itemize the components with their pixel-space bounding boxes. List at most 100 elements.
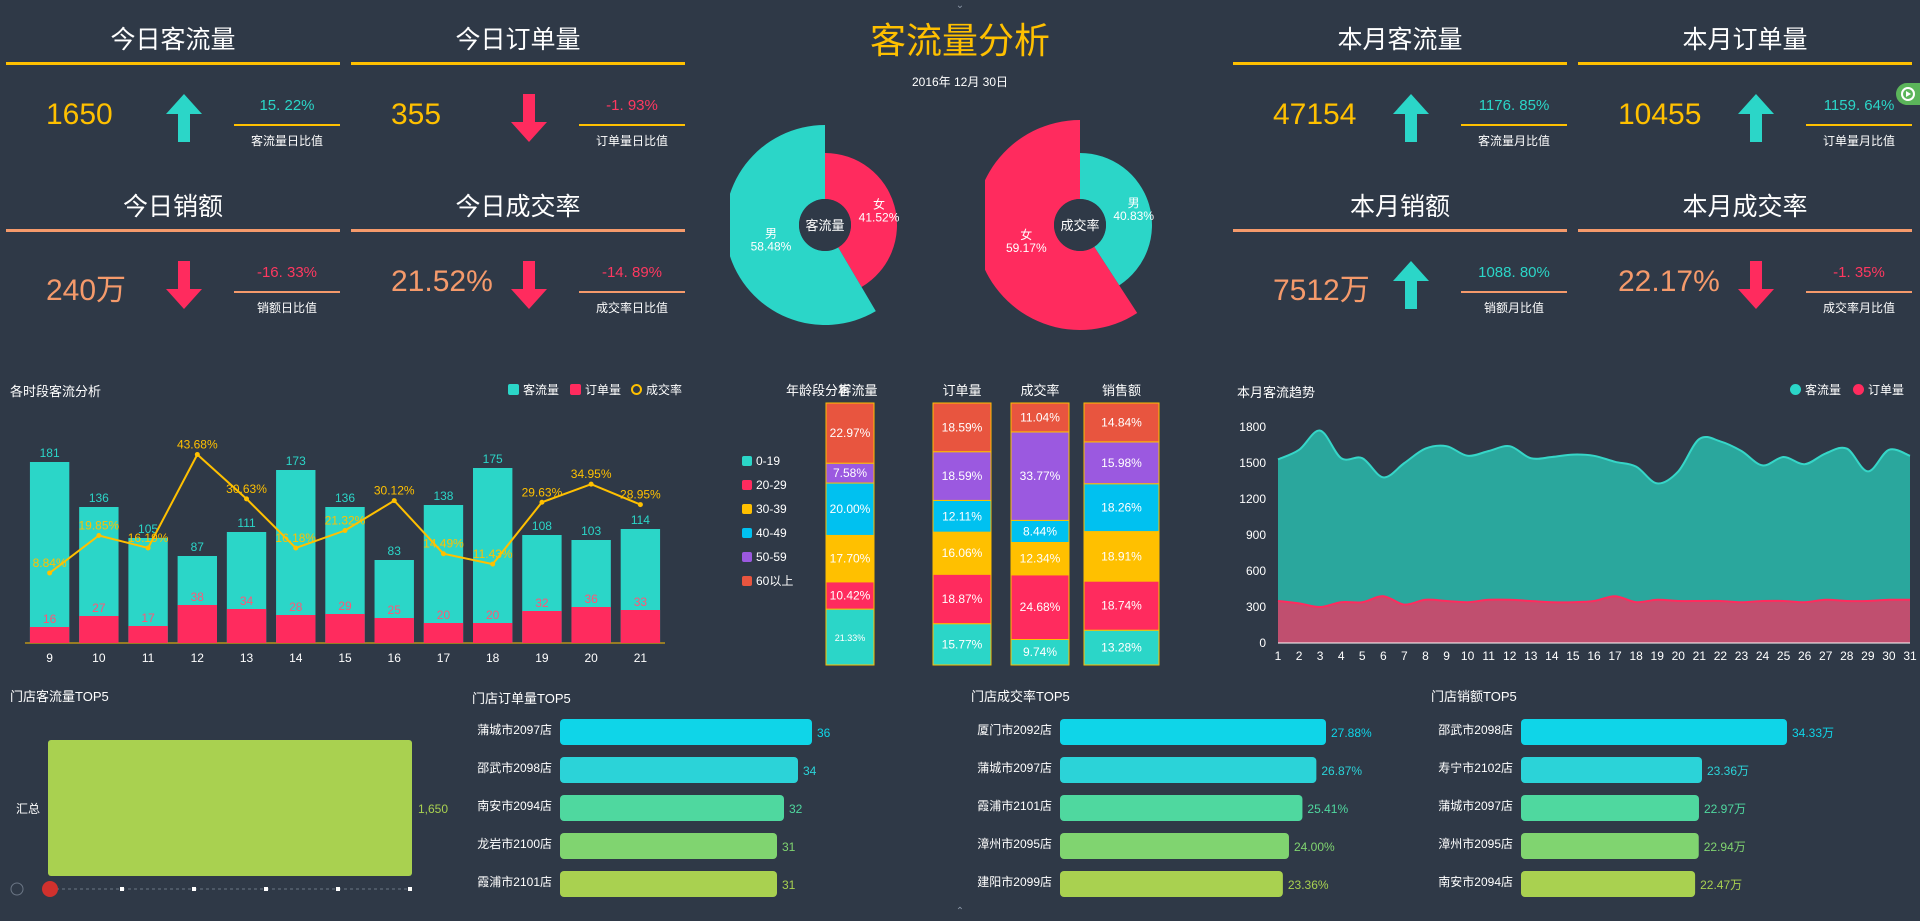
age-legend-label: 0-19 xyxy=(756,454,780,468)
kpi-change-label: 销额月比值 xyxy=(1483,301,1544,315)
kpi-change-divider xyxy=(234,124,340,126)
chevron-down-icon[interactable]: ⌄ xyxy=(955,0,965,11)
store-bar xyxy=(1060,795,1303,821)
trend-legend-orders[interactable]: 订单量 xyxy=(1853,381,1904,398)
x-tick-label: 13 xyxy=(1524,649,1538,663)
kpi-change-label: 订单量月比值 xyxy=(1822,134,1895,148)
conversion-value-label: 19.85% xyxy=(78,519,119,533)
conversion-value-label: 16.19% xyxy=(128,531,169,545)
age-segment-label: 9.74% xyxy=(1023,645,1057,659)
kpi-change-pct: 1088. 80% xyxy=(1478,264,1550,281)
age-segment-label: 15.98% xyxy=(1101,456,1142,470)
traffic-bar xyxy=(128,538,168,643)
trend-legend-traffic[interactable]: 客流量 xyxy=(1790,381,1841,398)
kpi-title: 今日销额 xyxy=(122,193,223,221)
age-stack-segment xyxy=(1083,531,1160,582)
arrow-down-icon xyxy=(164,259,204,311)
pie-center-label: 客流量 xyxy=(805,218,844,233)
store-name-label: 厦门市2092店 xyxy=(977,722,1052,737)
age-segment-label: 12.34% xyxy=(1020,552,1061,566)
store-value-label: 27.88% xyxy=(1331,726,1372,740)
y-tick-label: 1500 xyxy=(1239,456,1266,470)
store-value-label: 22.47万 xyxy=(1700,878,1742,892)
store-name-label: 漳州市2095店 xyxy=(977,836,1052,851)
kpi-value: 240万 xyxy=(46,274,127,307)
orders-bar xyxy=(620,610,661,643)
traffic-bar xyxy=(276,470,316,643)
age-segment-label: 20.00% xyxy=(830,502,871,516)
x-tick-label: 15 xyxy=(1566,649,1580,663)
age-segment-label: 18.59% xyxy=(942,420,983,434)
age-stack-segment xyxy=(1010,638,1070,666)
x-tick-label: 3 xyxy=(1317,649,1324,663)
age-segment-label: 22.97% xyxy=(830,426,871,440)
age-stack-segment xyxy=(932,402,992,453)
y-tick-label: 0 xyxy=(1259,636,1266,650)
kpi-change-label: 成交率月比值 xyxy=(1822,301,1895,315)
hourly-legend-conversion[interactable]: 成交率 xyxy=(631,381,682,398)
legend-label: 客流量 xyxy=(1805,383,1842,397)
age-segment-label: 33.77% xyxy=(1020,469,1061,483)
store-bar xyxy=(1060,719,1326,745)
store-traffic-top5-title: 门店客流量TOP5 xyxy=(10,689,109,704)
age-stack-segment xyxy=(1083,629,1160,666)
age-column-header: 订单量 xyxy=(942,383,981,398)
traffic-bar xyxy=(29,462,70,643)
orders-line xyxy=(1277,595,1911,609)
store-value-label: 26.87% xyxy=(1321,764,1362,778)
x-tick-label: 29 xyxy=(1861,649,1875,663)
conversion-value-label: 30.63% xyxy=(226,482,267,496)
age-legend-swatch xyxy=(742,552,752,562)
orders-value-label: 25 xyxy=(388,603,402,617)
traffic-value-label: 136 xyxy=(335,491,355,505)
pie-center-label: 成交率 xyxy=(1060,218,1099,233)
x-tick-label: 30 xyxy=(1882,649,1896,663)
store-name-label: 蒲城市2097店 xyxy=(977,760,1052,775)
store-name-label: 寿宁市2102店 xyxy=(1438,760,1513,775)
kpi-change-divider xyxy=(1461,291,1567,293)
kpi-change-label: 销额日比值 xyxy=(256,301,317,315)
arrow-up-icon xyxy=(164,92,204,144)
orders-value-label: 32 xyxy=(535,596,549,610)
chevron-up-icon[interactable]: ⌃ xyxy=(955,906,965,917)
x-tick-label: 18 xyxy=(1629,649,1643,663)
legend-label: 订单量 xyxy=(1868,383,1905,397)
legend-swatch xyxy=(570,384,581,395)
timeline-tick xyxy=(408,887,412,891)
conversion-point xyxy=(391,498,397,504)
age-segment-label: 8.44% xyxy=(1023,524,1057,538)
arrow-up-icon xyxy=(1391,259,1431,311)
x-tick-label: 24 xyxy=(1756,649,1770,663)
age-stack-segment xyxy=(1083,580,1160,631)
kpi-title: 本月成交率 xyxy=(1682,193,1808,221)
hourly-legend-orders[interactable]: 订单量 xyxy=(570,381,621,398)
store-value-label: 34.33万 xyxy=(1792,726,1834,740)
age-stack-segment xyxy=(825,402,875,464)
conversion-point xyxy=(539,499,545,505)
hourly-legend-traffic[interactable]: 客流量 xyxy=(508,381,559,398)
play-icon xyxy=(10,882,24,896)
traffic-line xyxy=(1277,429,1911,485)
store-bar xyxy=(1060,833,1289,859)
y-tick-label: 300 xyxy=(1246,600,1266,614)
x-tick-label: 26 xyxy=(1798,649,1812,663)
arrow-down-icon xyxy=(1736,259,1776,311)
conversion-point xyxy=(342,528,348,534)
store-name-label: 蒲城市2097店 xyxy=(1438,798,1513,813)
x-tick-label: 11 xyxy=(1482,649,1495,663)
side-toggle-icon[interactable] xyxy=(1896,83,1920,105)
age-legend-swatch xyxy=(742,504,752,514)
age-legend-swatch xyxy=(742,576,752,586)
traffic-value-label: 108 xyxy=(532,519,552,533)
kpi-divider xyxy=(1578,229,1912,232)
store-value-label: 1,650 xyxy=(418,802,448,816)
age-column-header: 销售额 xyxy=(1102,383,1141,398)
store-orders-top5-title: 门店订单量TOP5 xyxy=(472,691,571,706)
age-legend-swatch xyxy=(742,480,752,490)
conversion-point xyxy=(490,561,496,567)
conversion-point xyxy=(96,533,102,539)
store-name-label: 建阳市2099店 xyxy=(977,874,1052,889)
kpi-title: 本月订单量 xyxy=(1682,26,1808,54)
store-name-label: 龙岩市2100店 xyxy=(477,836,552,851)
